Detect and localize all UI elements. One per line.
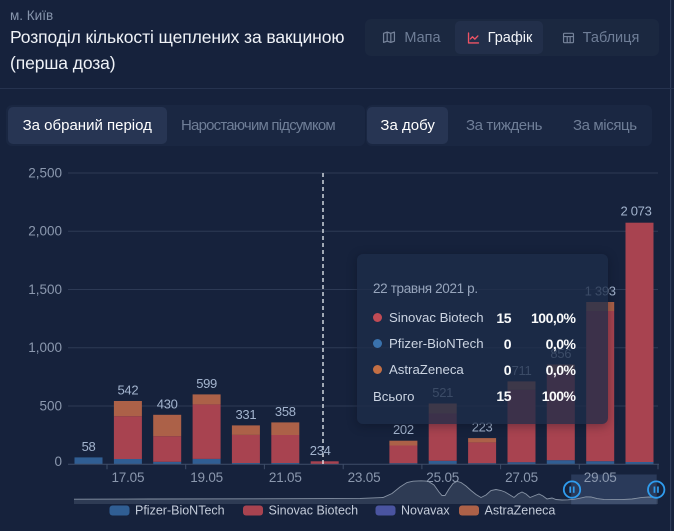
svg-text:Pfizer-BioNTech: Pfizer-BioNTech <box>135 504 225 518</box>
svg-text:599: 599 <box>196 376 217 391</box>
svg-text:23.05: 23.05 <box>348 470 381 485</box>
svg-text:430: 430 <box>157 396 178 411</box>
svg-text:2,500: 2,500 <box>28 166 62 181</box>
svg-text:17.05: 17.05 <box>112 470 145 485</box>
svg-text:29.05: 29.05 <box>584 470 617 485</box>
svg-text:2,000: 2,000 <box>28 224 62 239</box>
svg-text:500: 500 <box>39 399 62 414</box>
svg-text:234: 234 <box>310 443 331 458</box>
svg-text:Novavax: Novavax <box>401 504 450 518</box>
svg-text:2 073: 2 073 <box>620 204 651 219</box>
svg-text:331: 331 <box>236 407 257 422</box>
svg-text:19.05: 19.05 <box>190 470 223 485</box>
svg-text:358: 358 <box>275 404 296 419</box>
svg-text:1,000: 1,000 <box>28 340 62 355</box>
svg-text:1,500: 1,500 <box>28 282 62 297</box>
svg-text:0: 0 <box>54 454 62 469</box>
svg-text:21.05: 21.05 <box>269 470 302 485</box>
svg-text:202: 202 <box>393 422 414 437</box>
svg-text:58: 58 <box>82 439 96 454</box>
svg-text:Sinovac Biotech: Sinovac Biotech <box>269 504 359 518</box>
svg-text:25.05: 25.05 <box>426 470 459 485</box>
svg-text:27.05: 27.05 <box>505 470 538 485</box>
svg-text:542: 542 <box>118 383 139 398</box>
svg-text:AstraZeneca: AstraZeneca <box>485 504 556 518</box>
